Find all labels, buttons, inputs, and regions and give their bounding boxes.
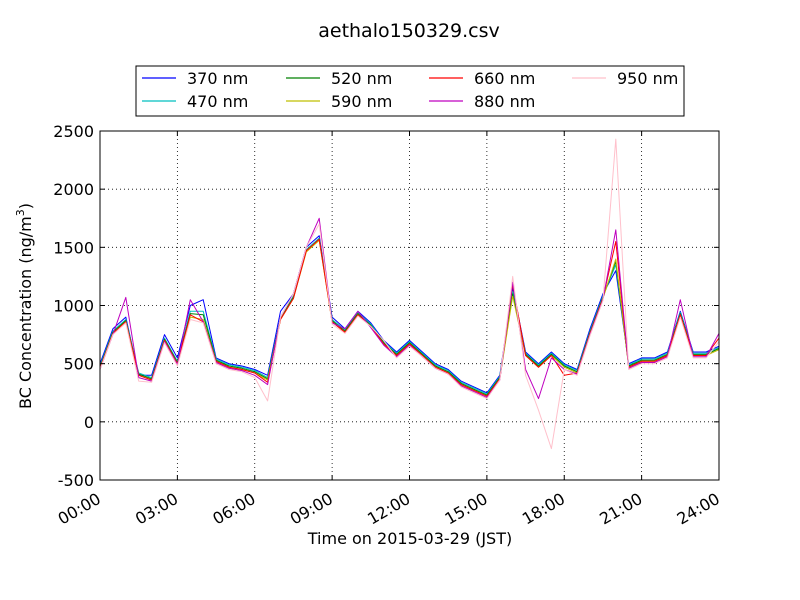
legend-label: 520 nm [331,69,392,88]
y-tick-labels: -500 0 500 1000 1500 2000 2500 [53,122,94,490]
y-tick-label: 500 [63,355,94,374]
y-tick-label: -500 [58,471,94,490]
series-line-370-nm [99,235,720,394]
x-tick-label: 06:00 [209,489,258,529]
legend: 370 nm 470 nm 520 nm 590 nm 660 nm 880 nm 950 … [135,65,685,117]
series-layer [99,138,720,450]
x-tick-label: 18:00 [519,489,568,529]
y-tick-label: 0 [84,413,94,432]
tick-marks [99,130,720,481]
x-tick-label: 00:00 [55,489,104,529]
legend-label: 370 nm [187,69,248,88]
series-line-950-nm [99,138,720,450]
y-tick-label: 1000 [53,297,94,316]
legend-label: 590 nm [331,92,392,111]
y-tick-label: 2500 [53,122,94,141]
x-axis-label: Time on 2015-03-29 (JST) [307,529,512,548]
chart-title: aethalo150329.csv [318,20,500,42]
legend-label: 660 nm [474,69,535,88]
x-tick-label: 03:00 [132,489,181,529]
plot-frame [100,131,719,480]
y-axis-label: BC Concentration (ng/m3) [14,203,35,409]
series-line-880-nm [99,217,720,400]
x-tick-label: 21:00 [596,489,645,529]
y-tick-label: 2000 [53,180,94,199]
legend-label: 880 nm [474,92,535,111]
y-axis-label-end: ) [16,203,35,209]
legend-label: 470 nm [187,92,248,111]
x-tick-label: 15:00 [441,489,490,529]
x-tick-label: 24:00 [674,489,723,529]
x-tick-labels: 00:00 03:00 06:00 09:00 12:00 15:00 18:00 21:00… [55,489,723,529]
y-axis-label-superscript: 3 [14,209,27,216]
y-tick-label: 1500 [53,238,94,257]
legend-label: 950 nm [617,69,678,88]
legend-box [135,65,685,117]
x-tick-label: 12:00 [364,489,413,529]
x-tick-label: 09:00 [287,489,336,529]
